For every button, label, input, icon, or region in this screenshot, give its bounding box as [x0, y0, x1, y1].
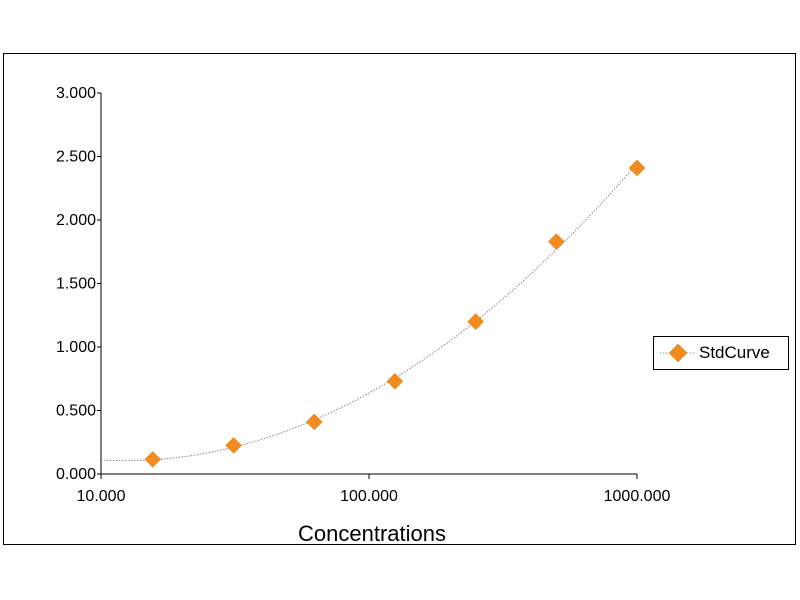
y-tick-label: 0.500 — [56, 403, 96, 420]
legend-label-stdcurve: StdCurve — [699, 343, 770, 362]
fit-curve-layer — [100, 163, 638, 462]
x-tick-label: 1000.000 — [604, 488, 671, 505]
y-tick-label: 1.500 — [56, 276, 96, 293]
legend-marker-diamond-icon — [660, 343, 696, 363]
y-tick-label: 2.000 — [56, 212, 96, 229]
data-point — [305, 413, 323, 431]
y-tick-label: 0.000 — [56, 466, 96, 483]
data-points-layer — [144, 159, 646, 468]
x-tick-label: 10.000 — [77, 488, 126, 505]
data-point — [386, 372, 404, 390]
data-point — [225, 437, 242, 454]
y-tick-label: 2.500 — [56, 149, 96, 166]
x-tick-label: 100.000 — [340, 488, 398, 505]
x-axis-title: Concentrations — [298, 521, 446, 544]
data-point — [467, 313, 485, 330]
chart-plot: 0.000 0.500 1.000 1.500 2.000 2.500 3.000 10.0… — [56, 85, 671, 544]
y-tick-label: 1.000 — [56, 339, 96, 356]
data-point — [628, 159, 646, 177]
legend: StdCurve — [653, 336, 789, 370]
data-point — [547, 233, 565, 250]
data-point — [144, 451, 162, 468]
x-axis: 10.000 100.000 1000.000 — [77, 473, 671, 505]
y-tick-label: 3.000 — [56, 85, 96, 102]
chart-frame: 0.000 0.500 1.000 1.500 2.000 2.500 3.000 10.0… — [3, 53, 796, 545]
y-axis: 0.000 0.500 1.000 1.500 2.000 2.500 3.000 — [56, 85, 102, 483]
fit-curve — [100, 163, 638, 462]
